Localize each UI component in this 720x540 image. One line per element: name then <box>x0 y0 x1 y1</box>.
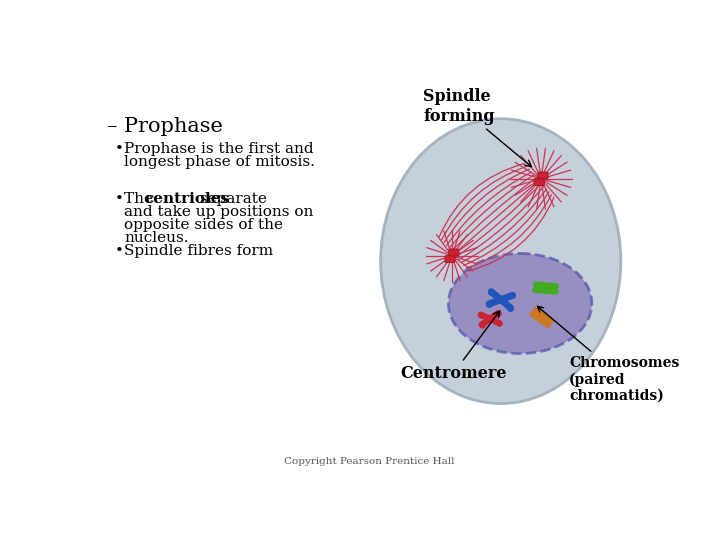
Text: Spindle fibres form: Spindle fibres form <box>124 244 273 258</box>
Text: longest phase of mitosis.: longest phase of mitosis. <box>124 155 315 169</box>
Text: – Prophase: – Prophase <box>107 117 223 136</box>
Text: Copyright Pearson Prentice Hall: Copyright Pearson Prentice Hall <box>284 457 454 467</box>
Text: separate: separate <box>195 192 267 206</box>
FancyBboxPatch shape <box>449 249 459 256</box>
Text: •: • <box>114 244 124 258</box>
FancyBboxPatch shape <box>445 255 455 262</box>
Text: •: • <box>114 142 124 156</box>
FancyBboxPatch shape <box>538 172 548 179</box>
Text: Chromosomes
(paired
chromatids): Chromosomes (paired chromatids) <box>537 306 680 403</box>
Text: Centromere: Centromere <box>400 311 506 382</box>
Text: The: The <box>124 192 158 206</box>
FancyBboxPatch shape <box>534 179 544 186</box>
Text: nucleus.: nucleus. <box>124 231 189 245</box>
Text: Prophase is the first and: Prophase is the first and <box>124 142 314 156</box>
Text: •: • <box>114 192 124 206</box>
Text: opposite sides of the: opposite sides of the <box>124 218 283 232</box>
Text: centrioles: centrioles <box>144 192 230 206</box>
Ellipse shape <box>381 119 621 403</box>
Ellipse shape <box>449 253 592 354</box>
Text: Spindle
forming: Spindle forming <box>423 88 531 167</box>
Text: and take up positions on: and take up positions on <box>124 205 313 219</box>
